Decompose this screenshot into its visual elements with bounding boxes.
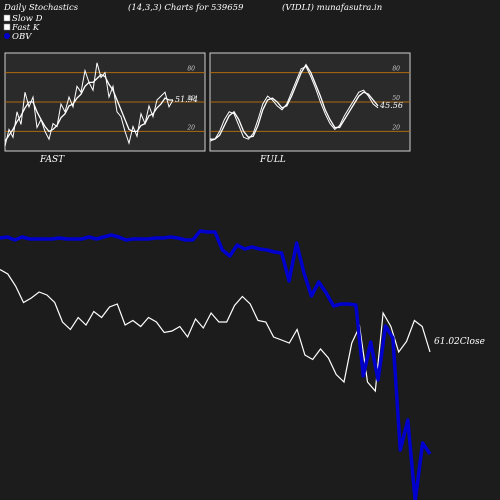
legend-label-slow-d: Slow D: [12, 14, 43, 24]
y-tick-label: 20: [186, 124, 195, 131]
fast-stochastic-panel: 80 50 20 51.94: [4, 52, 206, 152]
y-tick-label: 50: [392, 95, 400, 102]
obv-line: [0, 229, 432, 500]
full-stochastic-panel: 80 50 20 45.56: [209, 52, 411, 152]
last-value-label: 51.94: [175, 95, 198, 104]
legend-swatch-fast-k: [3, 23, 11, 31]
legend-swatch-obv: [4, 33, 10, 39]
legend-label-fast-k: Fast K: [11, 23, 40, 33]
legend-swatch-slow-d: [3, 14, 11, 22]
y-tick-label: 80: [187, 66, 195, 73]
slow-d-line: [210, 63, 379, 140]
slow-d-line: [4, 73, 173, 142]
fast-panel-label: FAST: [39, 155, 65, 165]
price-obv-panel: 61.02Close: [0, 229, 485, 500]
y-tick-label: 20: [391, 124, 400, 131]
chart-title: Daily Stochastics: [3, 3, 79, 13]
legend: Slow D Fast K OBV: [3, 14, 43, 42]
chart-symbol: (VIDLI) munafasutra.in: [282, 2, 382, 13]
chart-params: (14,3,3) Charts for 539659: [128, 2, 244, 13]
y-tick-label: 50: [187, 95, 195, 102]
fast-k-line: [209, 66, 379, 142]
close-value-label: 61.02Close: [434, 337, 485, 347]
last-value-label: 45.56: [379, 101, 403, 110]
y-tick-label: 80: [392, 66, 400, 73]
full-panel-label: FULL: [259, 155, 286, 165]
legend-label-obv: OBV: [12, 32, 32, 42]
